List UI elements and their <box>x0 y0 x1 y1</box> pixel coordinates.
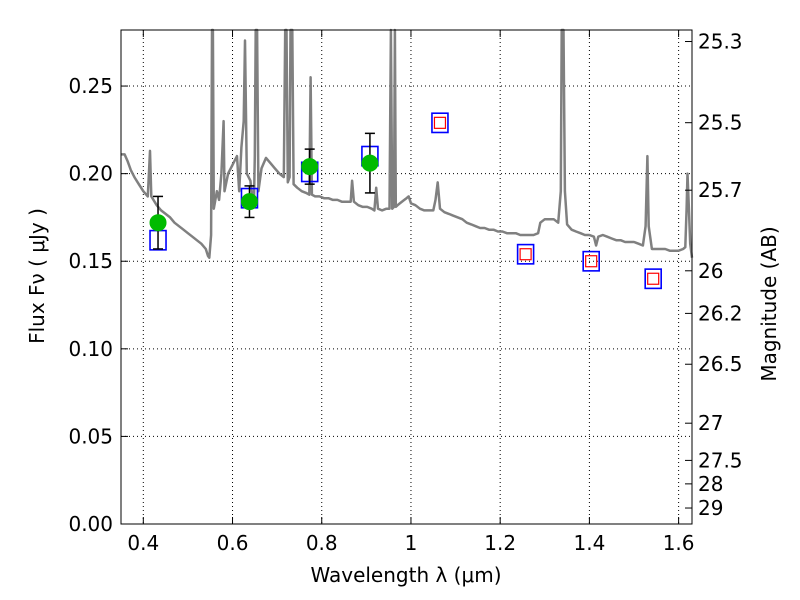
model-spectrum-line <box>121 28 694 259</box>
x-axis-ticks: 0.4 0.6 0.8 1 1.2 1.4 1.6 <box>127 30 695 555</box>
model-photometry-layer <box>149 112 662 290</box>
y-tick-label: 0.25 <box>68 74 113 98</box>
y-tick-label: 0.15 <box>68 249 113 273</box>
x-tick-label: 1 <box>405 531 418 555</box>
magnitude-tick-label: 27.5 <box>698 448 743 472</box>
y-tick-label: 0.05 <box>68 424 113 448</box>
x-tick-label: 1.2 <box>484 531 516 555</box>
x-tick-label: 0.4 <box>127 531 159 555</box>
y-tick-label: 0.00 <box>68 512 113 536</box>
model-spectrum-layer <box>121 28 694 259</box>
observed-flux-point <box>361 154 379 172</box>
x-axis-label: Wavelength λ (μm) <box>310 563 501 587</box>
upper-limit-marker <box>433 116 447 129</box>
magnitude-tick-label: 29 <box>698 496 723 520</box>
observed-flux-point <box>240 193 258 211</box>
magnitude-tick-label: 25.3 <box>698 30 743 54</box>
upper-limit-marker <box>519 248 532 261</box>
x-tick-label: 0.8 <box>306 531 338 555</box>
x-tick-label: 1.4 <box>573 531 605 555</box>
magnitude-tick-label: 28 <box>698 472 723 496</box>
model-photometry-box <box>582 250 600 272</box>
y-tick-label: 0.20 <box>68 162 113 186</box>
model-photometry-box <box>644 268 662 290</box>
magnitude-tick-label: 25.7 <box>698 178 743 202</box>
magnitude-tick-label: 26.5 <box>698 352 743 376</box>
upper-limit-marker <box>647 272 660 285</box>
model-photometry-box <box>431 112 449 134</box>
observed-flux-point <box>301 158 319 176</box>
model-photometry-box <box>516 243 535 265</box>
y-axis-ticks: 0.00 0.05 0.10 0.15 0.20 0.25 <box>68 74 128 536</box>
grid-lines <box>121 30 692 525</box>
upper-limit-marker <box>585 255 598 268</box>
y-axis-label: Flux Fν ( μJy ) <box>25 208 49 344</box>
x-tick-label: 1.6 <box>663 531 695 555</box>
observed-flux-point <box>149 214 167 232</box>
y-tick-label: 0.10 <box>68 337 113 361</box>
magnitude-tick-label: 25.5 <box>698 111 743 135</box>
plot-frame <box>120 29 693 525</box>
magnitude-tick-label: 26 <box>698 259 723 283</box>
magnitude-axis-label: Magnitude (AB) <box>757 226 781 381</box>
x-tick-label: 0.6 <box>217 531 249 555</box>
magnitude-tick-label: 27 <box>698 411 723 435</box>
magnitude-tick-label: 26.2 <box>698 301 743 325</box>
observed-photometry-layer <box>149 132 379 250</box>
